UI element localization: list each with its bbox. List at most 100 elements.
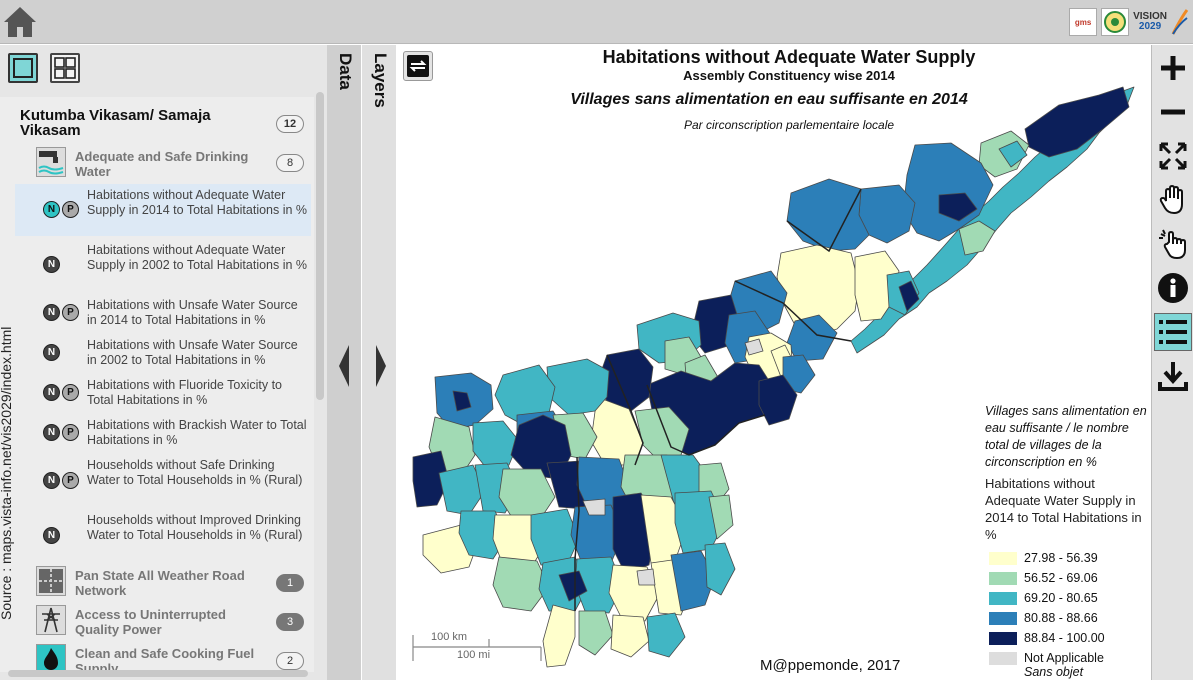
region-polygon <box>850 86 1135 354</box>
subcategory-label: Adequate and Safe Drinking Water <box>75 149 249 179</box>
legend-title-fr: Villages sans alimentation en eau suffis… <box>985 404 1147 469</box>
provincial-badge[interactable]: P <box>62 201 79 218</box>
indicator-label: Habitations with Brackish Water to Total… <box>87 418 307 447</box>
subcategory-road-network[interactable]: Pan State All Weather Road Network 1 <box>34 566 310 600</box>
indicator-item[interactable]: N Habitations without Adequate Water Sup… <box>15 239 311 291</box>
subcategory-label: Pan State All Weather Road Network <box>75 568 245 598</box>
provincial-badge[interactable]: P <box>62 384 79 401</box>
grid-view-icon[interactable] <box>50 53 80 83</box>
subcategory-drinking-water[interactable]: Adequate and Safe Drinking Water 8 <box>34 147 310 181</box>
legend-na-label: Not Applicable <box>1024 651 1104 665</box>
provincial-badge[interactable]: P <box>62 472 79 489</box>
subcategory-count-badge: 3 <box>276 613 304 631</box>
provincial-badge[interactable]: P <box>62 424 79 441</box>
national-badge[interactable]: N <box>43 424 60 441</box>
tab-layers[interactable]: Layers <box>362 45 396 680</box>
indicator-item[interactable]: N P Habitations with Fluoride Toxicity t… <box>15 375 311 411</box>
road-icon <box>36 566 66 596</box>
tree-vertical-scrollbar[interactable] <box>316 92 324 400</box>
region-polygon <box>958 220 996 256</box>
subcategory-power[interactable]: Access to Uninterrupted Quality Power 3 <box>34 605 310 639</box>
zoom-in-icon[interactable] <box>1154 49 1192 87</box>
region-polygon <box>786 178 870 252</box>
legend-swatch <box>989 632 1017 645</box>
legend-title-en: Habitations without Adequate Water Suppl… <box>985 476 1142 542</box>
select-pointer-icon[interactable] <box>1154 225 1192 263</box>
expand-right-icon[interactable] <box>374 345 388 387</box>
district-boundary <box>734 280 852 342</box>
national-badge[interactable]: N <box>43 344 60 361</box>
single-view-icon[interactable] <box>8 53 38 83</box>
legend-label: 80.88 - 88.66 <box>1024 611 1098 625</box>
source-label: Source : maps.vista-info.net/vis2029/ind… <box>0 326 14 620</box>
map-toolbar <box>1151 45 1193 680</box>
region-polygon <box>646 612 686 658</box>
choropleth-map[interactable] <box>399 45 1151 680</box>
indicator-label: Habitations with Unsafe Water Source in … <box>87 338 298 367</box>
tab-data[interactable]: Data <box>327 45 361 680</box>
category-count-badge: 12 <box>276 115 304 133</box>
subcategory-cooking-fuel[interactable]: Clean and Safe Cooking Fuel Supply 2 <box>34 644 310 670</box>
legend-classes: 27.98 - 56.39 56.52 - 69.06 69.20 - 80.6… <box>985 549 1151 683</box>
map-legend: Villages sans alimentation en eau suffis… <box>985 403 1151 683</box>
region-polygon <box>636 568 656 586</box>
indicator-badges: N <box>43 527 60 544</box>
fit-extent-icon[interactable] <box>1154 137 1192 175</box>
national-badge[interactable]: N <box>43 201 60 218</box>
top-bar: gms VISION 2029 <box>0 0 1193 44</box>
indicator-item[interactable]: N Habitations with Unsafe Water Source i… <box>15 335 311 371</box>
flame-icon <box>36 644 66 670</box>
indicator-item[interactable]: N P Habitations without Adequate Water S… <box>15 184 311 236</box>
download-icon[interactable] <box>1154 357 1192 395</box>
subcategory-count-badge: 8 <box>276 154 304 172</box>
tree-horizontal-scrollbar[interactable] <box>8 670 308 677</box>
legend-label: 69.20 - 80.65 <box>1024 591 1098 605</box>
zoom-out-icon[interactable] <box>1154 93 1192 131</box>
collapse-left-icon[interactable] <box>337 345 351 387</box>
water-tap-icon <box>36 147 66 177</box>
national-badge[interactable]: N <box>43 256 60 273</box>
home-icon[interactable] <box>2 4 38 40</box>
indicator-badges: N P <box>43 472 79 489</box>
view-toggle <box>8 53 80 83</box>
region-polygon <box>582 498 606 516</box>
national-badge[interactable]: N <box>43 384 60 401</box>
legend-list-icon[interactable] <box>1154 313 1192 351</box>
legend-swatch <box>989 652 1017 665</box>
gms-logo: gms <box>1069 8 1098 36</box>
national-badge[interactable]: N <box>43 304 60 321</box>
subcategory-count-badge: 2 <box>276 652 304 670</box>
legend-swatch <box>989 572 1017 585</box>
info-icon[interactable] <box>1154 269 1192 307</box>
scale-bar: 100 km 100 mi <box>411 631 543 671</box>
indicator-badges: N P <box>43 304 79 321</box>
swap-arrows-icon[interactable] <box>403 51 433 81</box>
region-polygon <box>542 604 576 668</box>
region-polygon <box>998 140 1028 168</box>
indicator-item[interactable]: N Households without Improved Drinking W… <box>15 510 311 562</box>
scale-bar-line <box>412 635 542 661</box>
scale-km-label: 100 km <box>431 631 468 643</box>
region-polygon <box>492 556 550 612</box>
indicator-item[interactable]: N P Habitations with Brackish Water to T… <box>15 415 311 451</box>
region-polygon <box>898 280 920 312</box>
pan-hand-icon[interactable] <box>1154 181 1192 219</box>
indicator-badges: N <box>43 256 60 273</box>
region-polygon <box>558 570 588 602</box>
indicator-badges: N P <box>43 384 79 401</box>
national-badge[interactable]: N <box>43 472 60 489</box>
indicator-item[interactable]: N P Habitations with Unsafe Water Source… <box>15 295 311 331</box>
region-polygon <box>578 610 614 656</box>
indicator-badges: N P <box>43 201 79 218</box>
map-panel: Habitations without Adequate Water Suppl… <box>399 45 1151 680</box>
legend-item: Not Applicable Sans objet <box>985 649 1151 683</box>
national-badge[interactable]: N <box>43 527 60 544</box>
region-polygon <box>854 250 900 322</box>
category-kutumba-vikasam[interactable]: Kutumba Vikasam/ Samaja Vikasam 12 <box>20 108 310 140</box>
region-polygon <box>708 494 734 540</box>
legend-item: 88.84 - 100.00 <box>985 629 1151 649</box>
indicator-item[interactable]: N P Households without Safe Drinking Wat… <box>15 455 311 507</box>
legend-item: 80.88 - 88.66 <box>985 609 1151 629</box>
category-label: Kutumba Vikasam/ Samaja Vikasam <box>20 107 211 139</box>
provincial-badge[interactable]: P <box>62 304 79 321</box>
